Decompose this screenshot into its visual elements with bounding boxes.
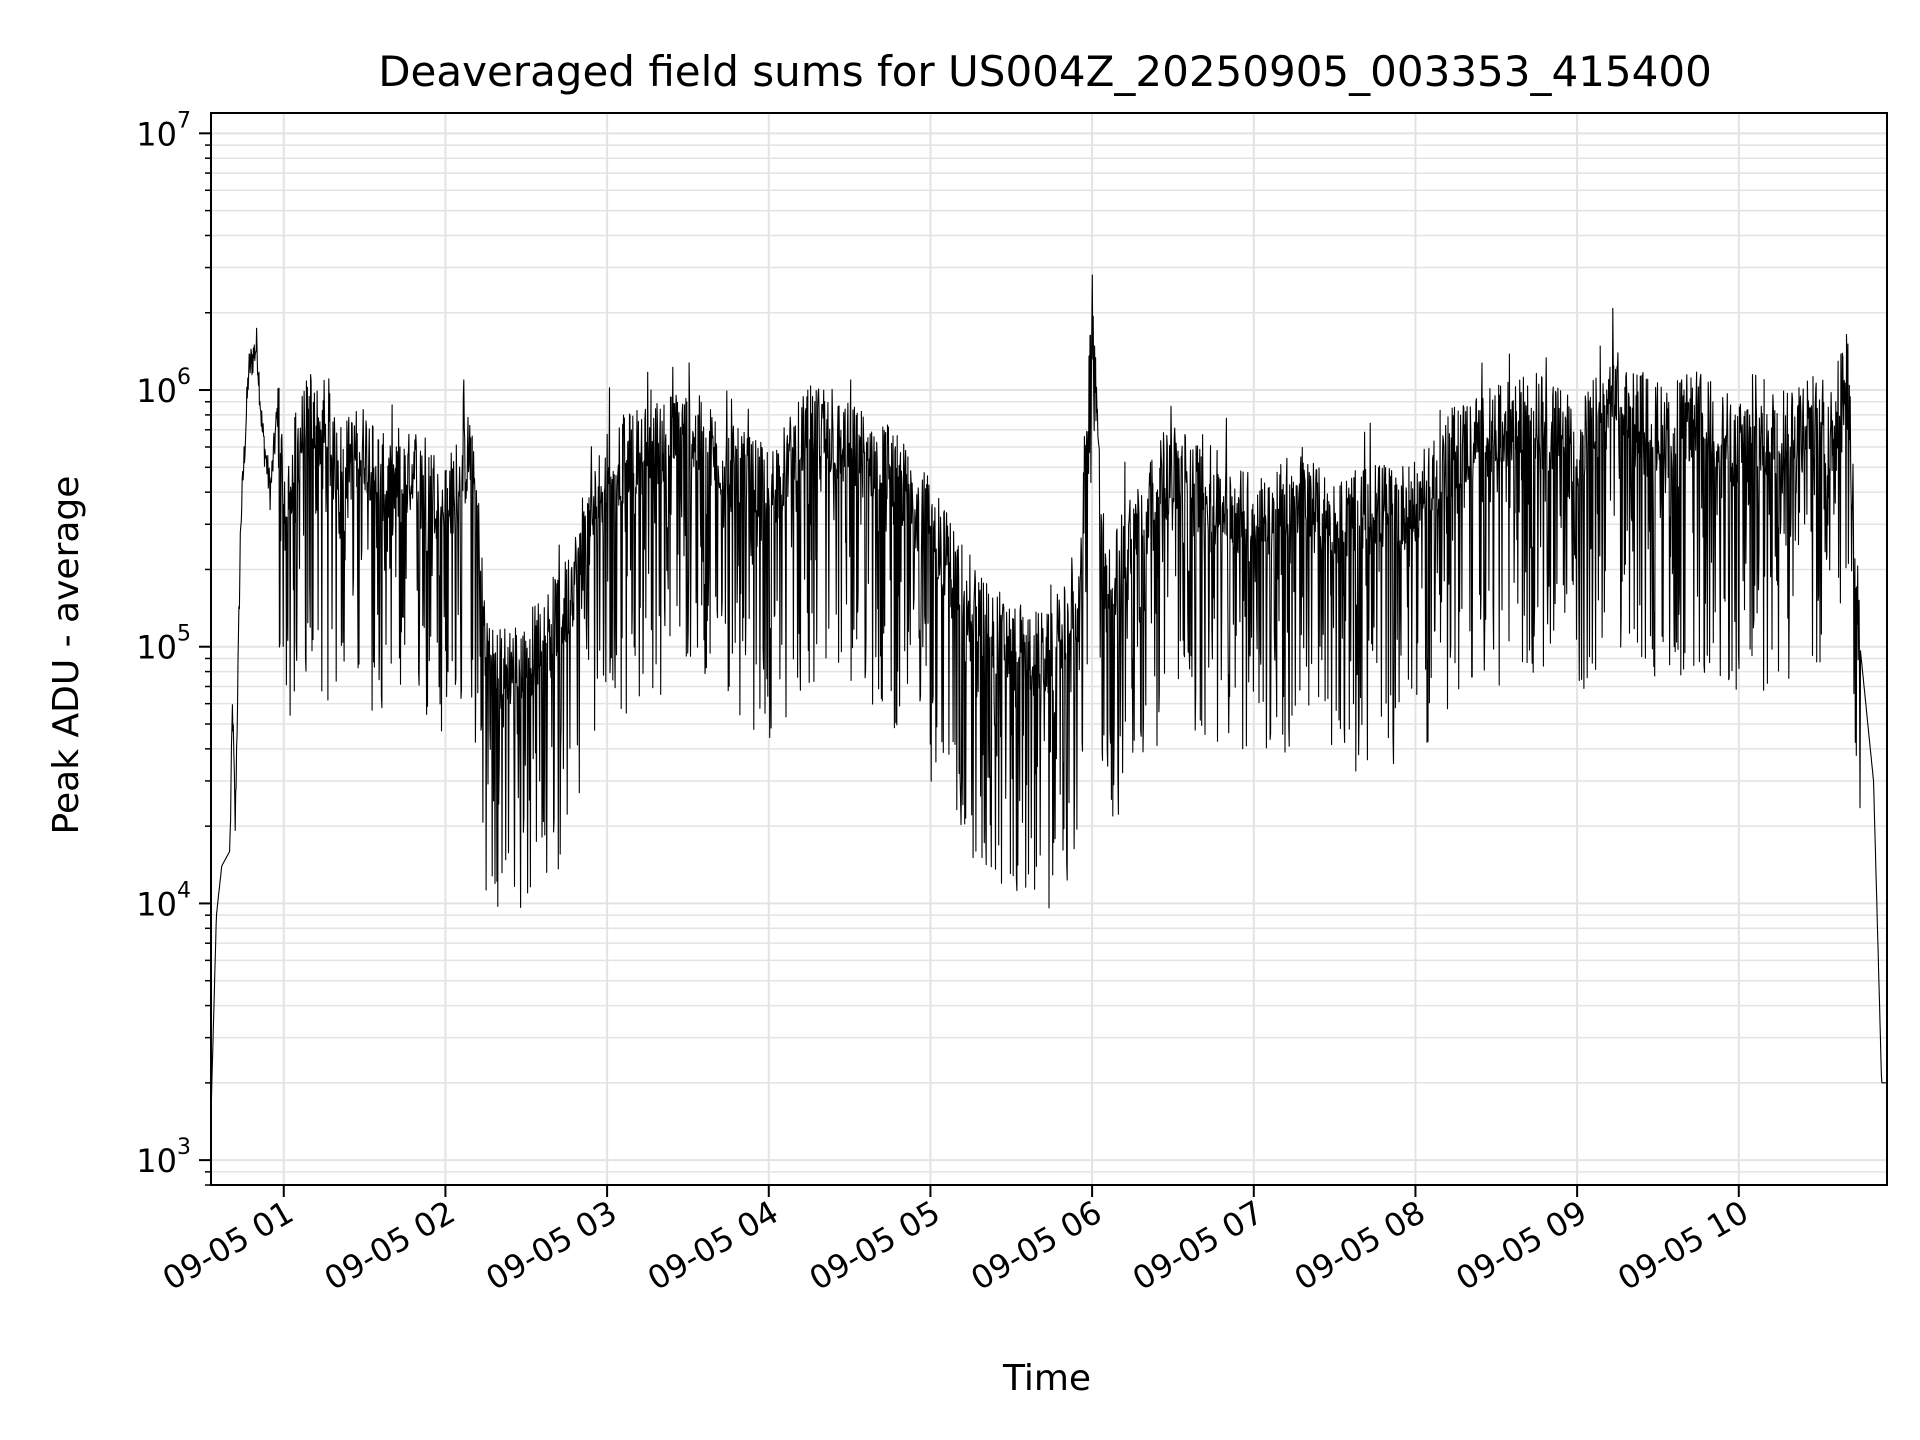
y-tick-label: 104 (136, 878, 191, 923)
y-tick-base: 10 (136, 1142, 177, 1180)
x-tick-label: 09-05 02 (318, 1193, 462, 1298)
plot-frame (210, 112, 1888, 1186)
x-axis-label: Time (1002, 1358, 1091, 1399)
y-tick-exponent: 6 (177, 365, 191, 390)
y-tick-label: 103 (136, 1135, 191, 1180)
y-axis-label: Peak ADU - average (46, 476, 87, 835)
y-tick-exponent: 4 (177, 878, 191, 903)
x-tick-label: 09-05 09 (1450, 1193, 1594, 1298)
x-tick-label: 09-05 03 (479, 1193, 623, 1298)
y-tick-exponent: 7 (177, 108, 191, 133)
x-tick-label: 09-05 04 (641, 1193, 785, 1298)
x-tick-label: 09-05 07 (1126, 1193, 1270, 1298)
x-tick-label: 09-05 05 (803, 1193, 947, 1298)
y-tick-label: 106 (136, 365, 191, 410)
y-tick-base: 10 (136, 629, 177, 667)
y-tick-base: 10 (136, 372, 177, 410)
y-tick-base: 10 (136, 115, 177, 153)
y-tick-base: 10 (136, 885, 177, 923)
y-tick-label: 107 (136, 108, 191, 153)
series-line (210, 274, 1888, 1115)
chart-title: Deaveraged field sums for US004Z_2025090… (378, 47, 1712, 96)
x-tick-label: 09-05 08 (1288, 1193, 1432, 1298)
y-tick-exponent: 3 (177, 1135, 191, 1160)
y-tick-label: 105 (136, 622, 191, 667)
x-tick-label: 09-05 10 (1611, 1193, 1755, 1298)
y-tick-exponent: 5 (177, 622, 191, 647)
x-tick-label: 09-05 01 (156, 1193, 300, 1298)
x-tick-label: 09-05 06 (965, 1193, 1109, 1298)
